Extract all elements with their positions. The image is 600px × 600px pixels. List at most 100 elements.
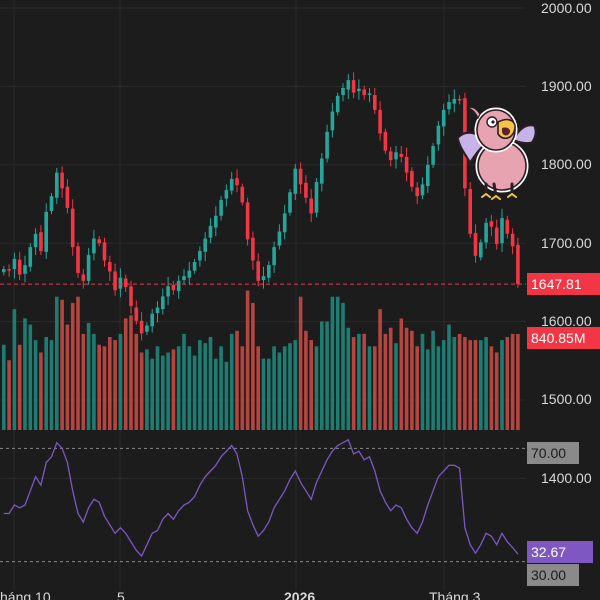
volume-bar [2, 344, 6, 430]
candle-body [362, 89, 366, 96]
candle-body [65, 186, 70, 208]
volume-bar [309, 340, 313, 430]
price-axis-label: 2000.00 [541, 0, 592, 16]
volume-bar [457, 333, 462, 430]
candle-body [81, 274, 86, 281]
volume-bar [452, 337, 457, 430]
candle-body [304, 182, 308, 198]
volume-bar [484, 337, 488, 430]
volume-bar [383, 333, 388, 430]
volume-bar [203, 343, 207, 430]
candle-body [44, 211, 48, 252]
candle-body [39, 232, 43, 252]
candle-body [267, 265, 271, 278]
candle-body [235, 178, 239, 186]
volume-bar [304, 330, 308, 430]
volume-bar [330, 296, 335, 430]
candle-body [320, 158, 324, 184]
candle-body [479, 242, 483, 258]
candle-body [12, 258, 17, 270]
candle-body [118, 277, 123, 289]
volume-bar [436, 346, 441, 430]
time-axis-label: Tháng 3 [429, 589, 481, 600]
volume-bar [229, 333, 234, 430]
candle-body [484, 222, 488, 243]
volume-bar [123, 318, 128, 430]
volume-bar [320, 321, 324, 430]
candle-body [86, 254, 91, 281]
volume-bar [23, 318, 27, 430]
candle-body [192, 262, 197, 271]
candle-body [383, 131, 388, 151]
candle-body [494, 227, 499, 244]
candle-body [76, 246, 80, 273]
candle-body [473, 233, 478, 256]
rsi-value-tag[interactable]: 32.67 [527, 541, 593, 563]
volume-bar [102, 346, 107, 430]
volume-bar [373, 346, 377, 430]
volume-bar [426, 349, 430, 430]
candle-body [123, 278, 128, 288]
volume-bar [60, 299, 64, 430]
candle-body [7, 269, 11, 271]
volume-bar [251, 302, 255, 430]
candle-body [203, 238, 207, 252]
candle-body [240, 186, 245, 203]
candle-body [60, 172, 64, 189]
candle-body [171, 284, 176, 291]
candle-body [426, 164, 430, 186]
time-axis-label: 2026 [284, 589, 315, 600]
candle-body [341, 87, 345, 96]
candle-body [420, 184, 425, 196]
candle-body [373, 95, 377, 110]
volume-bar [335, 296, 340, 430]
volume-bar [145, 349, 149, 430]
time-axis[interactable]: háng 10 5 2026 Tháng 3 [0, 589, 481, 600]
time-axis-label: 5 [117, 589, 125, 600]
candle-body [2, 269, 6, 273]
volume-bar [351, 337, 356, 430]
volume-bar [235, 330, 239, 430]
volume-bar [341, 302, 345, 430]
price-axis-label: 1400.00 [541, 470, 592, 486]
rsi-lower-band-tag: 30.00 [527, 564, 579, 586]
candle-body [351, 80, 356, 93]
volume-bar [415, 346, 419, 430]
price-axis-label: 1500.00 [541, 391, 592, 407]
candlestick-series [2, 72, 520, 341]
candle-body [309, 198, 313, 214]
volume-bar [404, 327, 409, 430]
volume-bar [245, 290, 250, 430]
volume-bar [33, 340, 38, 430]
volume-bar [49, 340, 54, 430]
volume-bar [176, 346, 181, 430]
volume-bar [277, 352, 282, 430]
volume-bar [86, 323, 91, 430]
candle-body [182, 276, 186, 281]
volume-bar [166, 352, 170, 430]
candle-body [346, 80, 351, 90]
candle-body [298, 168, 303, 185]
candle-body [436, 125, 441, 145]
candle-body [187, 270, 192, 278]
volume-tag[interactable]: 840.85M [527, 327, 600, 349]
candle-body [452, 98, 457, 104]
candle-body [261, 276, 266, 281]
candle-body [70, 208, 75, 248]
time-axis-label: háng 10 [0, 589, 51, 600]
volume-bar [500, 340, 504, 430]
candle-body [256, 261, 260, 281]
volume-bar [65, 324, 70, 430]
volume-bar [28, 324, 33, 430]
candle-body [415, 187, 419, 197]
volume-bar [161, 355, 165, 430]
volume-bar [441, 340, 446, 430]
candle-body [378, 109, 382, 134]
volume-bar [282, 346, 287, 430]
volume-bar [468, 340, 472, 430]
candle-body [399, 153, 404, 157]
price-axis[interactable]: 2000.00 1900.00 1800.00 1700.00 1600.00 … [541, 0, 592, 486]
candle-body [102, 242, 107, 261]
last-price-tag[interactable]: 1647.81 [527, 273, 600, 295]
